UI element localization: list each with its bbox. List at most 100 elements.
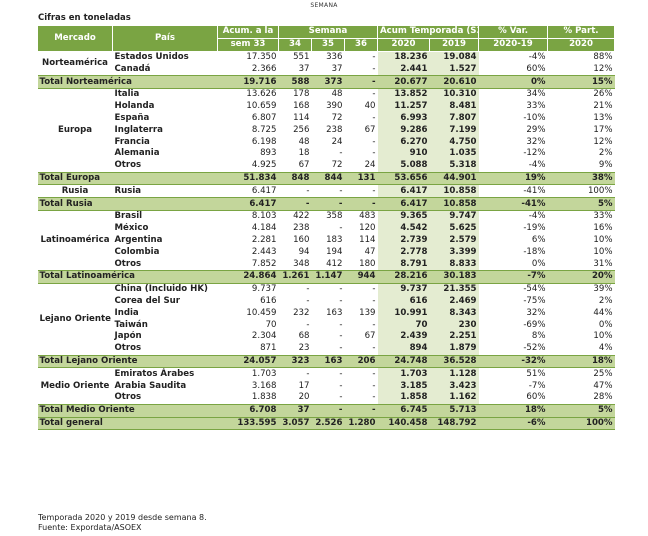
value-cell-acum: 3.168 <box>251 380 277 391</box>
table-row: Latinoamérica Brasil 8.103 422 358 483 9.365 9.… <box>37 209 615 271</box>
value-cell-w34: 68 <box>298 331 310 342</box>
country-cell: México <box>114 223 149 234</box>
value-cell-t2020: 11.257 <box>377 100 430 113</box>
value-cell-t2020: 3.185 <box>377 380 430 392</box>
value-cell-w35: - <box>311 367 345 381</box>
total-cell-w34: 37 <box>278 403 312 418</box>
value-cell-var: 34% <box>478 87 548 101</box>
value-cell-t2019: 2.469 <box>429 295 479 308</box>
value-cell-part: 28% <box>593 392 613 403</box>
table-row: Norteamérica Estados Unidos 17.350 551 336-1… <box>37 50 615 76</box>
value-cell-t2019: 3.423 <box>429 380 479 392</box>
value-cell-acum: 17.350 <box>217 50 279 64</box>
country-cell: India <box>114 307 139 318</box>
table-row: Europa Italia 13.626 178 48-13.852 10.310 34% 2… <box>37 87 615 173</box>
value-cell-w34: 178 <box>278 87 312 101</box>
country-cell: Francia <box>114 136 150 147</box>
country-cell: Otros <box>114 343 142 354</box>
value-cell-t2020: 616 <box>377 295 430 308</box>
value-cell-acum: 2.281 <box>251 234 277 245</box>
country-cell: Estados Unidos <box>112 50 218 64</box>
market-cell: Latinoamérica <box>37 209 113 271</box>
value-cell-part: 39% <box>547 282 615 296</box>
table-row: Medio Oriente Emiratos Árabes 1.703- - -1.70… <box>37 367 615 405</box>
value-cell-w35: - <box>311 184 345 198</box>
value-cell-w36: 67 <box>364 124 376 135</box>
value-cell-var: 0% <box>531 258 546 269</box>
total-row: Total Lejano Oriente 24.057 323 163 206 24.74… <box>37 354 615 369</box>
total-cell-t2020: 6.745 <box>377 403 430 418</box>
country-cell: Argentina <box>114 234 163 245</box>
value-cell-w36: - <box>372 63 376 74</box>
value-cell-w36: 483 <box>344 209 378 223</box>
value-cell-part: 100% <box>547 184 615 198</box>
value-cell-part: 44% <box>593 307 613 318</box>
total-cell-t2019: 36.528 <box>429 354 479 369</box>
total-cell-part: 18% <box>547 354 615 369</box>
value-cell-part: 17% <box>593 124 613 135</box>
table-row: Arabia Saudita 3.168 17- -3.185 3.423 -7% 47% <box>38 380 615 392</box>
value-cell-w36: - <box>372 319 376 330</box>
value-cell-t2019: 8.343 <box>429 307 479 320</box>
value-cell-var: -54% <box>478 282 548 296</box>
total-cell-var: 18% <box>478 403 548 418</box>
country-cell: Inglaterra <box>114 124 163 135</box>
value-cell-t2020: 10.991 <box>377 307 430 320</box>
value-cell-var: 6% <box>531 234 546 245</box>
value-cell-t2019: 1.527 <box>429 63 479 76</box>
value-cell-acum: 871 <box>260 343 277 354</box>
total-cell-part: 15% <box>547 75 615 89</box>
value-cell-w34: 67 <box>298 160 310 171</box>
value-cell-t2020: 1.858 <box>377 391 430 405</box>
value-cell-var: -4% <box>528 160 546 171</box>
value-cell-w35: 390 <box>326 101 343 112</box>
grand-total-label: Total general <box>37 416 218 431</box>
value-cell-t2019: 2.251 <box>429 330 479 343</box>
value-cell-var: -19% <box>523 223 546 234</box>
value-cell-w34: 422 <box>278 209 312 223</box>
header-2020: 2020 <box>377 37 431 52</box>
value-cell-t2020: 894 <box>377 342 430 356</box>
value-cell-var: -7% <box>528 380 546 391</box>
value-cell-acum: 6.198 <box>251 136 277 147</box>
value-cell-t2019: 5.318 <box>429 159 479 173</box>
grand-total-cell-t2020: 140.458 <box>377 416 430 431</box>
total-cell-w35: 844 <box>311 171 345 186</box>
table-row: Otros 871 23- -894 1.879 -52% 4% <box>38 342 615 356</box>
total-cell-w36: 131 <box>344 171 378 186</box>
value-cell-t2019: 4.750 <box>429 136 479 148</box>
value-cell-w36: - <box>344 87 378 101</box>
country-cell: Rusia <box>112 184 218 198</box>
value-cell-var: -52% <box>523 343 546 354</box>
value-cell-var: -75% <box>523 295 546 306</box>
value-cell-w35: - <box>339 319 343 330</box>
total-cell-var: 19% <box>478 171 548 186</box>
value-cell-var: -4% <box>478 209 548 223</box>
table-row: Taiwán 70- - -70 230 -69% 0% <box>38 319 615 331</box>
country-cell: Japón <box>114 331 142 342</box>
value-cell-w35: - <box>311 282 345 296</box>
country-cell: Italia <box>112 87 218 101</box>
total-cell-acum: 19.716 <box>217 75 279 89</box>
value-cell-w34: 23 <box>298 343 310 354</box>
value-cell-w35: 37 <box>331 63 343 74</box>
value-cell-t2020: 6.417 <box>377 184 430 198</box>
total-cell-w34: 1.261 <box>278 269 312 284</box>
value-cell-w36: - <box>372 112 376 123</box>
value-cell-w35: 336 <box>311 50 345 64</box>
header-var-1: % Var. <box>478 25 549 39</box>
table-row: Otros 7.852 348 412 180 8.791 8.833 0% 31% <box>38 258 615 271</box>
value-cell-t2019: 7.199 <box>429 124 479 137</box>
value-cell-w36: - <box>344 50 378 64</box>
total-label: Total Latinoamérica <box>37 269 218 284</box>
value-cell-w34: - <box>278 367 312 381</box>
value-cell-w35: 163 <box>326 307 343 318</box>
value-cell-var: -10% <box>523 112 546 123</box>
value-cell-acum: 4.925 <box>251 160 277 171</box>
header-semana: Semana <box>277 25 379 39</box>
total-cell-w34: 848 <box>278 171 312 186</box>
value-cell-t2019: 7.807 <box>429 112 479 125</box>
grand-total-cell-t2019: 148.792 <box>429 416 479 431</box>
value-cell-w36: - <box>372 148 376 159</box>
country-cell: Canadá <box>114 63 151 74</box>
